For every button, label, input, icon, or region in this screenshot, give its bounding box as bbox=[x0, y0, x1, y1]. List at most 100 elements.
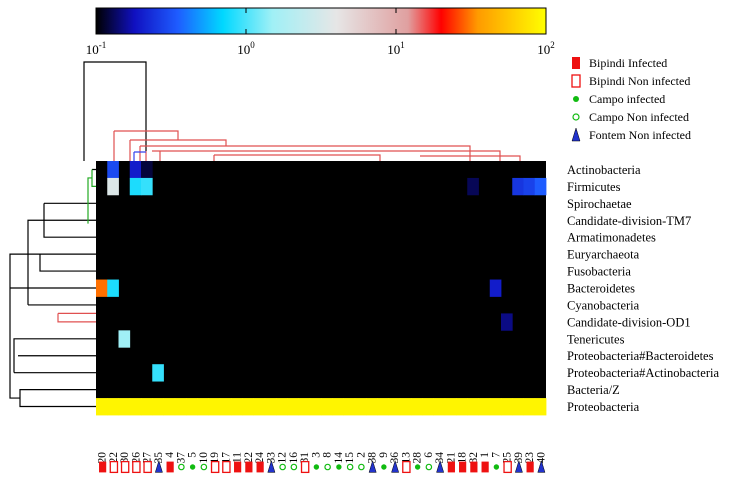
legend-label: Bipindi Infected bbox=[589, 56, 667, 70]
row-label: Bacteroidetes bbox=[567, 282, 635, 296]
heatmap-cell bbox=[321, 398, 333, 416]
filled-triangle-marker bbox=[391, 459, 400, 473]
open-square-marker bbox=[571, 74, 581, 88]
dendrogram-branch bbox=[87, 169, 96, 224]
heatmap-cell bbox=[107, 279, 119, 297]
filled-square-marker bbox=[234, 461, 242, 473]
filled-square-marker bbox=[470, 461, 478, 473]
filled-triangle-marker bbox=[571, 127, 581, 142]
row-dendrogram bbox=[9, 168, 96, 408]
column-group-markers bbox=[99, 459, 546, 474]
open-circle-marker bbox=[178, 463, 185, 471]
column-label: 6 bbox=[423, 452, 435, 458]
column-label: 2 bbox=[355, 452, 367, 458]
colorbar: 10-1 100 101 102 bbox=[86, 7, 555, 57]
column-label: 22 bbox=[243, 452, 255, 464]
filled-circle-marker bbox=[313, 464, 320, 470]
dendrogram-branch bbox=[113, 130, 521, 161]
filled-circle-marker bbox=[381, 464, 387, 470]
column-label: 21 bbox=[445, 452, 457, 464]
dendrogram-branch bbox=[83, 61, 147, 161]
row-label: Bacteria/Z bbox=[567, 383, 620, 397]
open-circle-marker bbox=[358, 463, 365, 471]
row-label: Proteobacteria#Actinobacteria bbox=[567, 366, 719, 380]
heatmap-cell bbox=[366, 398, 378, 416]
heatmap-cell bbox=[534, 177, 547, 196]
dendrogram-branch bbox=[133, 151, 146, 161]
column-label: 40 bbox=[535, 452, 547, 464]
heatmap-cell bbox=[411, 398, 423, 416]
open-square-marker bbox=[132, 460, 141, 474]
colorbar-gradient bbox=[95, 7, 547, 35]
heatmap-cell bbox=[96, 398, 108, 416]
row-label: Cyanobacteria bbox=[567, 298, 640, 312]
heatmap-cell bbox=[523, 398, 536, 416]
heatmap-cell bbox=[276, 398, 288, 416]
heatmap-cell bbox=[163, 398, 176, 416]
heatmap-cell bbox=[141, 398, 153, 416]
open-circle-marker bbox=[346, 463, 354, 471]
column-label: 37 bbox=[175, 452, 187, 464]
heatmap-cell bbox=[343, 398, 356, 416]
column-label: 39 bbox=[513, 452, 525, 464]
filled-square-marker bbox=[572, 57, 580, 69]
column-label: 24 bbox=[254, 452, 266, 464]
heatmap-cell bbox=[107, 398, 119, 416]
column-label: 9 bbox=[378, 452, 390, 458]
column-label: 26 bbox=[130, 452, 142, 464]
filled-square-marker bbox=[526, 461, 534, 473]
filled-circle-marker bbox=[336, 464, 342, 470]
heatmap-cell bbox=[253, 398, 266, 416]
open-circle-marker bbox=[290, 463, 298, 471]
column-label: 18 bbox=[457, 452, 469, 464]
column-label: 35 bbox=[153, 452, 165, 464]
heatmap-cell bbox=[129, 177, 142, 196]
filled-triangle-marker bbox=[154, 459, 163, 473]
column-label: 7 bbox=[490, 452, 502, 458]
column-label: 11 bbox=[232, 452, 244, 463]
heatmap-cell bbox=[422, 398, 434, 416]
colorbar-tick-label: 102 bbox=[537, 40, 555, 57]
open-square-marker bbox=[300, 460, 310, 474]
column-label: 5 bbox=[187, 452, 199, 458]
filled-square-marker bbox=[99, 461, 107, 473]
heatmap-cell bbox=[467, 177, 479, 196]
heatmap-cell bbox=[354, 398, 367, 416]
column-label: 19 bbox=[209, 452, 221, 464]
row-labels: Actinobacteria Firmicutes Spirochaetae Cand… bbox=[567, 163, 719, 414]
filled-circle-marker bbox=[493, 464, 500, 470]
row-label: Candidate-division-TM7 bbox=[567, 214, 691, 228]
heatmap-cell bbox=[467, 398, 479, 416]
heatmap-cell bbox=[242, 398, 254, 416]
heatmap-cell bbox=[377, 398, 389, 416]
row-label: Firmicutes bbox=[567, 180, 621, 194]
heatmap-cell bbox=[512, 177, 524, 196]
column-label: 25 bbox=[502, 452, 514, 464]
row-label: Tenericutes bbox=[567, 332, 625, 346]
row-label: Actinobacteria bbox=[567, 163, 641, 177]
heatmap-cell bbox=[523, 177, 536, 196]
heatmap-cell bbox=[388, 398, 401, 416]
filled-square-marker bbox=[166, 461, 174, 473]
open-circle-marker bbox=[572, 113, 580, 121]
filled-square-marker bbox=[245, 461, 253, 473]
filled-square-marker bbox=[459, 461, 467, 473]
heatmap-background bbox=[96, 161, 546, 415]
column-label: 34 bbox=[434, 452, 446, 464]
colorbar-ticks: 10-1 100 101 102 bbox=[86, 8, 555, 57]
row-label: Spirochaetae bbox=[567, 197, 632, 211]
heatmap-cell bbox=[186, 398, 198, 416]
filled-triangle-marker bbox=[514, 459, 523, 473]
row-label: Proteobacteria bbox=[567, 400, 640, 414]
filled-circle-marker bbox=[414, 464, 421, 470]
column-label: 15 bbox=[344, 452, 356, 464]
column-dendrogram bbox=[83, 61, 521, 161]
heatmap-cell bbox=[399, 398, 412, 416]
open-square-marker bbox=[503, 460, 512, 474]
heatmap-cell bbox=[478, 398, 491, 416]
column-label: 10 bbox=[198, 452, 210, 464]
heatmap-cell bbox=[264, 398, 277, 416]
heatmap-cell bbox=[444, 398, 457, 416]
column-label: 28 bbox=[412, 452, 424, 464]
